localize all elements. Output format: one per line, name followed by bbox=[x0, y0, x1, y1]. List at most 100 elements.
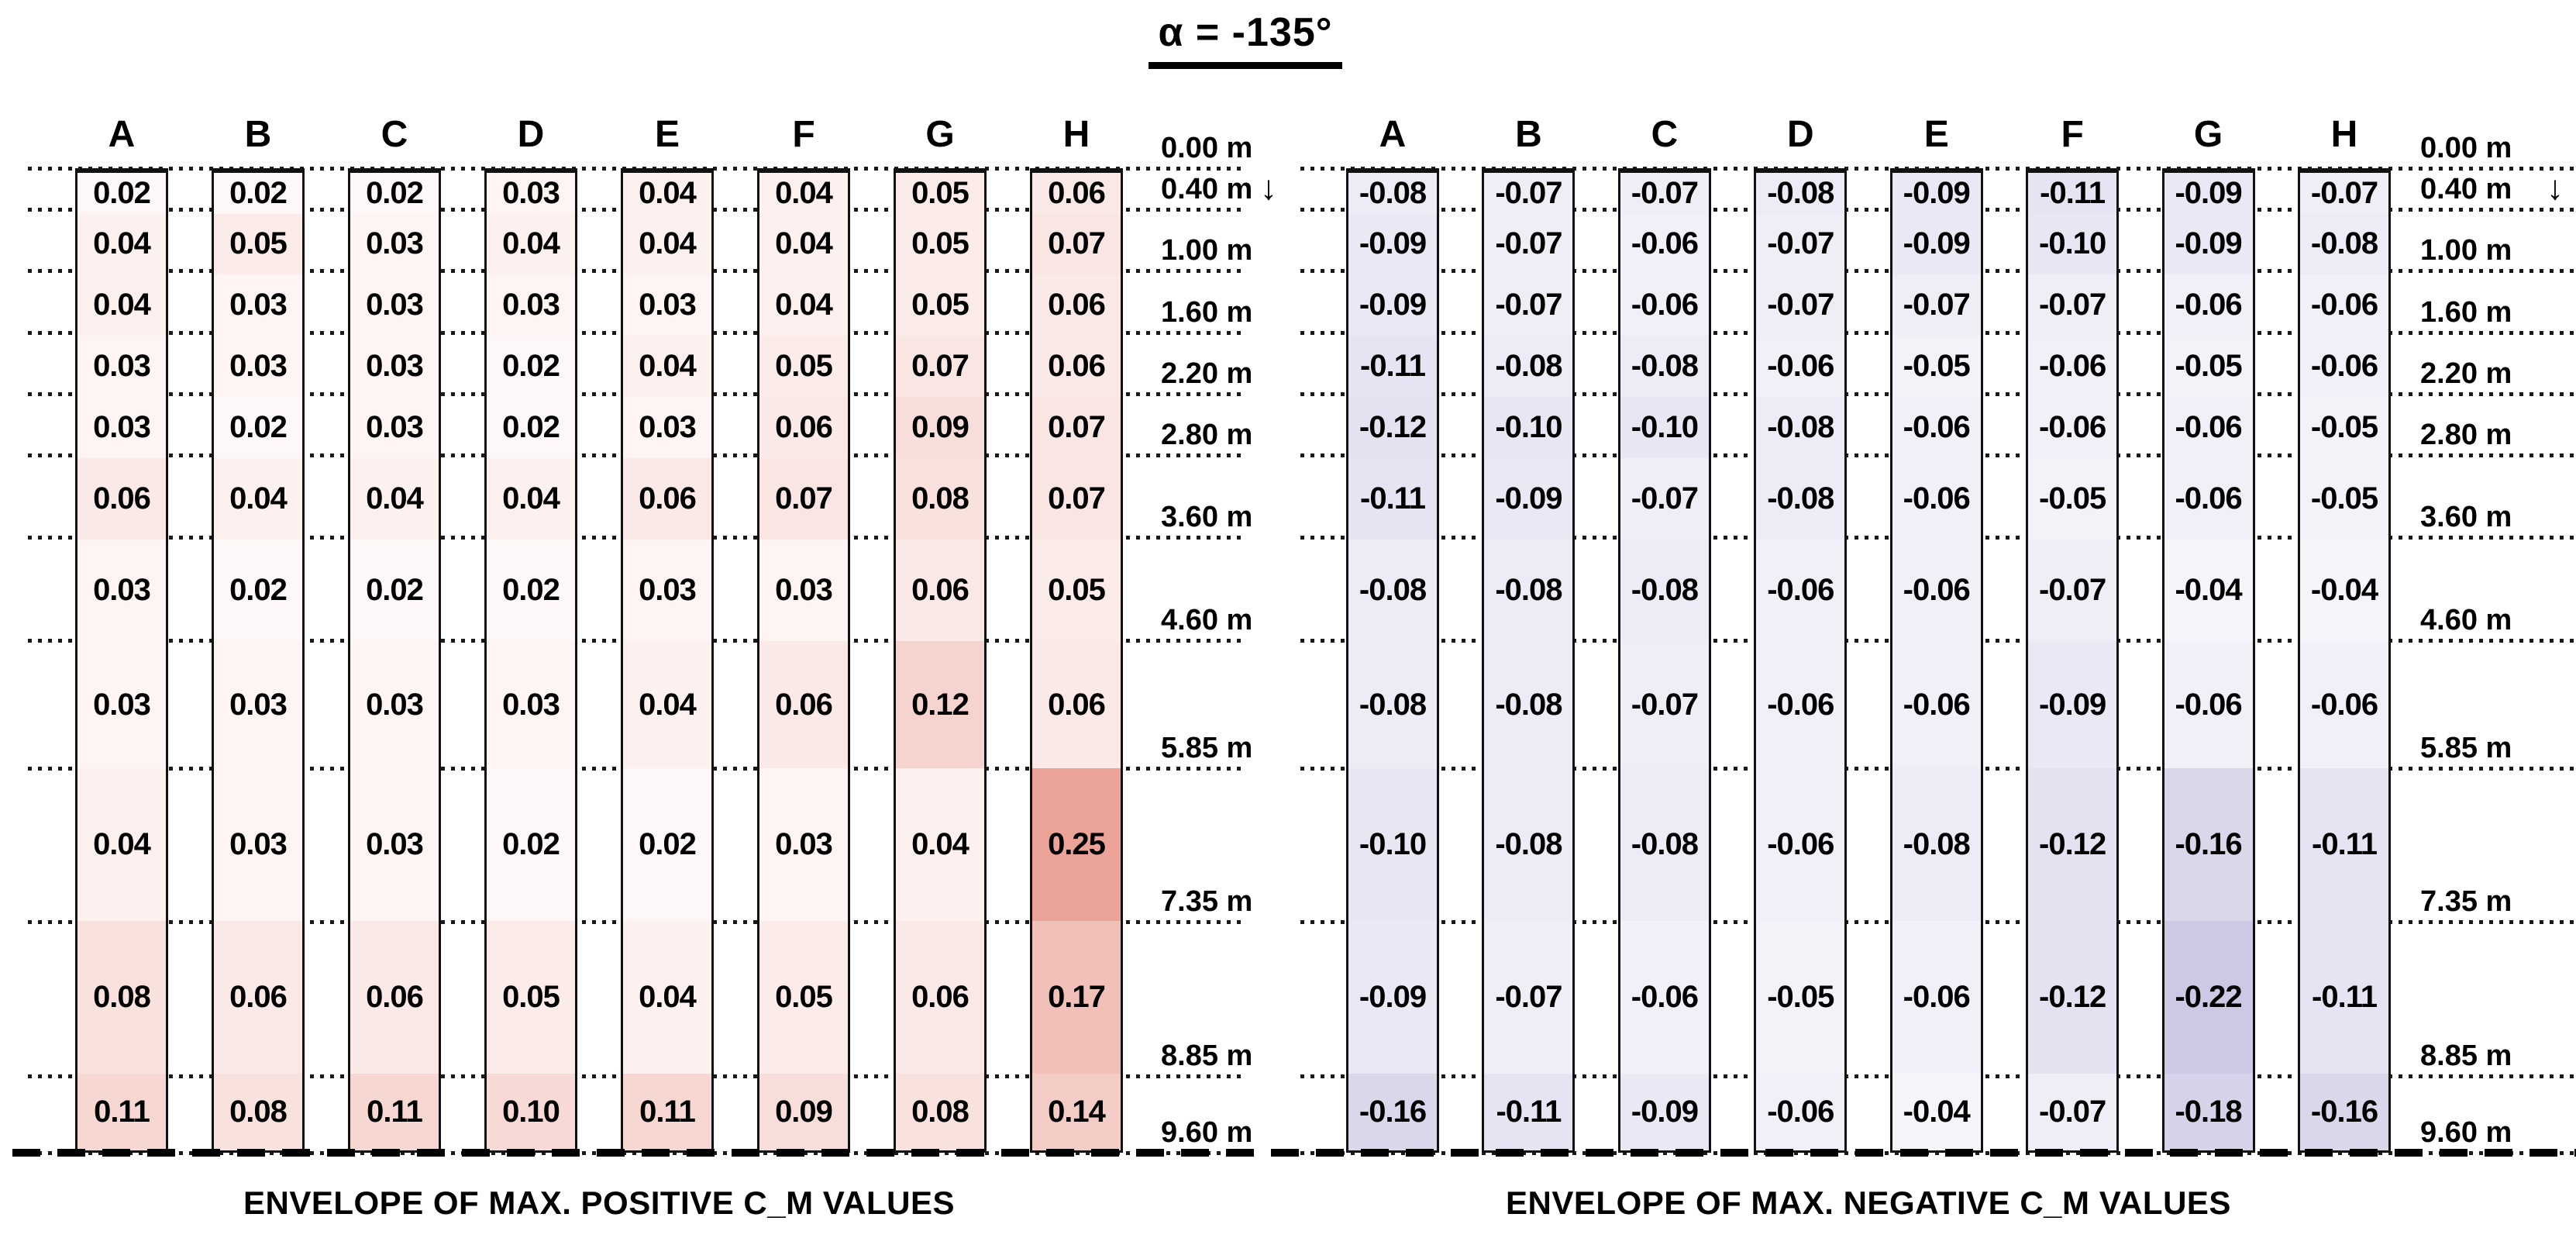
cell-value: 0.04 bbox=[366, 481, 424, 516]
cell-value: 0.02 bbox=[229, 175, 288, 210]
depth-label-negative-5: 2.80 m bbox=[2420, 419, 2512, 452]
cell-value: -0.05 bbox=[2310, 481, 2378, 516]
cell-negative-B-row5: -0.09 bbox=[1484, 457, 1573, 540]
cell-value: -0.06 bbox=[1903, 687, 1971, 722]
cell-value: -0.16 bbox=[1359, 1095, 1427, 1129]
cell-value: -0.06 bbox=[1903, 409, 1971, 444]
depth-label-positive-5: 2.80 m bbox=[1161, 419, 1253, 452]
cell-value: 0.02 bbox=[93, 175, 151, 210]
cell-value: 0.03 bbox=[366, 226, 424, 261]
cell-negative-E-row9: -0.06 bbox=[1892, 921, 1981, 1074]
cell-negative-D-row9: -0.05 bbox=[1756, 921, 1845, 1074]
cell-value: 0.09 bbox=[775, 1095, 833, 1129]
cell-value: -0.06 bbox=[1767, 687, 1834, 722]
cell-positive-H-row6: 0.05 bbox=[1032, 539, 1121, 642]
cell-positive-H-row9: 0.17 bbox=[1032, 921, 1121, 1074]
cell-value: -0.08 bbox=[1359, 573, 1427, 608]
cell-positive-H-row5: 0.07 bbox=[1032, 457, 1121, 540]
cell-value: 0.25 bbox=[1048, 827, 1106, 862]
cell-value: 0.02 bbox=[229, 409, 288, 444]
cell-value: -0.06 bbox=[1767, 1095, 1834, 1129]
cell-value: 0.04 bbox=[502, 226, 560, 261]
column-header-positive-B: B bbox=[244, 114, 272, 155]
cell-positive-H-row8: 0.25 bbox=[1032, 768, 1121, 922]
cell-value: 0.06 bbox=[1048, 349, 1106, 384]
cell-positive-E-row8: 0.02 bbox=[623, 768, 711, 922]
cell-negative-C-row1: -0.06 bbox=[1620, 213, 1709, 275]
column-positive-E: 0.04 0.04 0.03 0.04 0.03 0.06 0.03 0.04 0.02 0.04… bbox=[621, 168, 714, 1153]
cell-negative-B-row3: -0.08 bbox=[1484, 336, 1573, 397]
cell-value: -0.08 bbox=[1495, 349, 1562, 384]
cell-positive-G-row2: 0.05 bbox=[896, 274, 984, 336]
column-header-negative-H: H bbox=[2330, 114, 2358, 155]
cell-value: 0.08 bbox=[229, 1095, 288, 1129]
cell-negative-D-row0: -0.08 bbox=[1756, 173, 1845, 214]
cell-value: 0.03 bbox=[93, 409, 151, 444]
cell-value: 0.11 bbox=[94, 1095, 150, 1129]
column-positive-G: 0.05 0.05 0.05 0.07 0.09 0.08 0.06 0.12 0.04 0.06… bbox=[894, 168, 987, 1153]
cell-value: 0.06 bbox=[93, 481, 151, 516]
cell-value: 0.04 bbox=[775, 288, 833, 322]
figure-title: α = -135° bbox=[0, 9, 2491, 69]
cell-positive-D-row7: 0.03 bbox=[487, 641, 575, 769]
cell-positive-D-row8: 0.02 bbox=[487, 768, 575, 922]
cell-value: -0.12 bbox=[2039, 980, 2106, 1015]
cell-value: 0.06 bbox=[1048, 288, 1106, 322]
cell-value: 0.03 bbox=[366, 827, 424, 862]
cell-value: -0.09 bbox=[2175, 175, 2242, 210]
cell-value: 0.05 bbox=[911, 288, 969, 322]
cell-positive-H-row1: 0.07 bbox=[1032, 213, 1121, 275]
cell-positive-A-row8: 0.04 bbox=[77, 768, 166, 922]
depth-label-positive-9: 7.35 m bbox=[1161, 885, 1253, 919]
cell-positive-C-row6: 0.02 bbox=[350, 539, 439, 642]
cell-value: 0.03 bbox=[775, 573, 833, 608]
cell-positive-D-row0: 0.03 bbox=[487, 173, 575, 214]
cell-positive-A-row4: 0.03 bbox=[77, 396, 166, 458]
column-header-negative-F: F bbox=[2061, 114, 2084, 155]
cell-value: 0.10 bbox=[502, 1095, 560, 1129]
cell-positive-F-row1: 0.04 bbox=[759, 213, 848, 275]
cell-value: -0.08 bbox=[1359, 175, 1427, 210]
cell-positive-H-row4: 0.07 bbox=[1032, 396, 1121, 458]
cell-value: 0.06 bbox=[775, 687, 833, 722]
cell-positive-E-row4: 0.03 bbox=[623, 396, 711, 458]
cell-value: -0.07 bbox=[1495, 288, 1562, 322]
cell-positive-D-row2: 0.03 bbox=[487, 274, 575, 336]
cell-value: 0.04 bbox=[639, 980, 697, 1015]
cell-negative-G-row3: -0.05 bbox=[2164, 336, 2253, 397]
cell-negative-H-row7: -0.06 bbox=[2300, 641, 2388, 769]
cell-positive-E-row7: 0.04 bbox=[623, 641, 711, 769]
cell-value: -0.08 bbox=[1767, 175, 1834, 210]
cell-value: -0.06 bbox=[2310, 687, 2378, 722]
cell-positive-F-row9: 0.05 bbox=[759, 921, 848, 1074]
cell-value: -0.12 bbox=[2039, 827, 2106, 862]
cell-value: -0.11 bbox=[1496, 1095, 1562, 1129]
cell-value: 0.04 bbox=[93, 288, 151, 322]
cell-negative-C-row9: -0.06 bbox=[1620, 921, 1709, 1074]
column-negative-H: -0.07 -0.08 -0.06 -0.06 -0.05 -0.05 -0.04 -0.06… bbox=[2298, 168, 2391, 1153]
cell-value: 0.04 bbox=[775, 226, 833, 261]
cell-negative-H-row9: -0.11 bbox=[2300, 921, 2388, 1074]
cell-negative-G-row6: -0.04 bbox=[2164, 539, 2253, 642]
cell-negative-F-row6: -0.07 bbox=[2028, 539, 2117, 642]
cell-positive-C-row1: 0.03 bbox=[350, 213, 439, 275]
cell-value: 0.03 bbox=[229, 687, 288, 722]
cell-value: 0.03 bbox=[229, 288, 288, 322]
depth-label-negative-11: 9.60 m bbox=[2420, 1116, 2512, 1149]
cell-value: 0.03 bbox=[366, 349, 424, 384]
depth-label-positive-2: 1.00 m bbox=[1161, 234, 1253, 267]
column-header-negative-E: E bbox=[1923, 114, 1949, 155]
cell-negative-B-row7: -0.08 bbox=[1484, 641, 1573, 769]
cell-value: -0.08 bbox=[1767, 481, 1834, 516]
cell-positive-C-row4: 0.03 bbox=[350, 396, 439, 458]
cell-value: -0.06 bbox=[2175, 687, 2242, 722]
cell-positive-E-row2: 0.03 bbox=[623, 274, 711, 336]
cell-value: -0.07 bbox=[2039, 573, 2106, 608]
cell-positive-D-row6: 0.02 bbox=[487, 539, 575, 642]
cell-value: -0.07 bbox=[1495, 226, 1562, 261]
cell-value: 0.07 bbox=[1048, 409, 1106, 444]
cell-negative-G-row7: -0.06 bbox=[2164, 641, 2253, 769]
cell-negative-F-row2: -0.07 bbox=[2028, 274, 2117, 336]
cell-positive-A-row6: 0.03 bbox=[77, 539, 166, 642]
